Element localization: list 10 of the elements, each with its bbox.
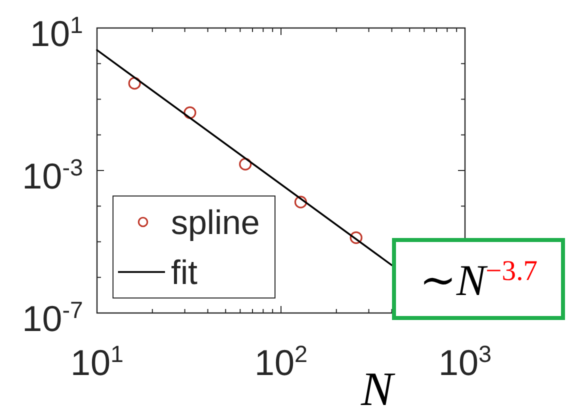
y-tick-label: 10$^{1}$ (30, 12, 83, 54)
annotation: ∼N$^{−3.7}$ (419, 256, 538, 305)
legend-label: spline (171, 204, 260, 242)
x-tick-label: 10$^{3}$ (438, 341, 492, 383)
y-tick-label: 10$^{-3}$ (22, 154, 83, 196)
x-axis-title: N (360, 363, 396, 411)
x-tick-label: 10$^{1}$ (70, 341, 124, 383)
y-tick-label: 10$^{-7}$ (22, 297, 83, 339)
x-tick-label: 10$^{2}$ (254, 341, 308, 383)
legend-label: fit (171, 254, 198, 292)
